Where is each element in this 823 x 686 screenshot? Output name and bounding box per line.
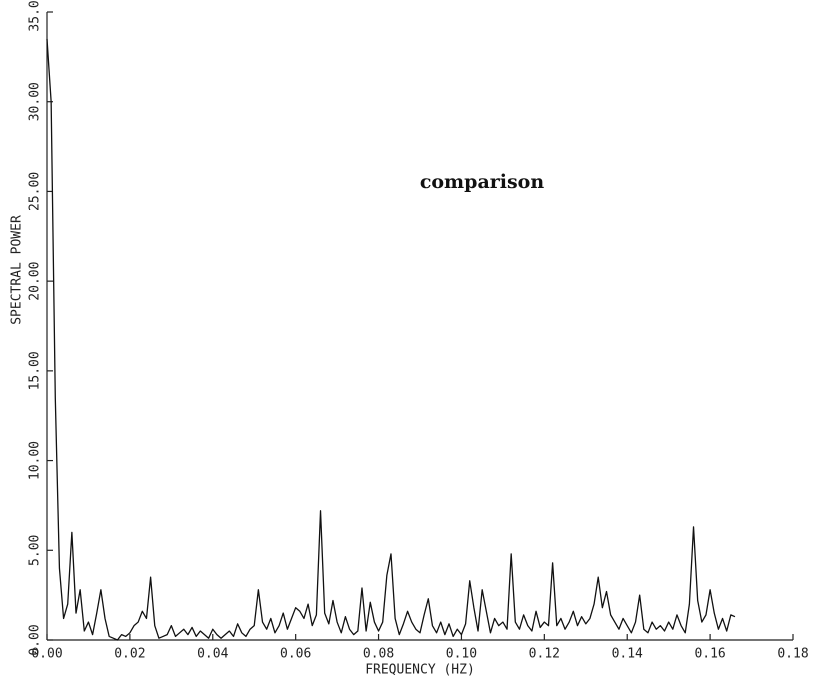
y-tick-label: 0.00	[28, 624, 43, 655]
spectrum-line	[46, 38, 736, 641]
x-tick-label: 0.06	[280, 647, 311, 662]
x-tick-label: 0.14	[612, 647, 643, 662]
x-tick-label: 0.12	[529, 647, 560, 662]
y-tick-label: 30.00	[28, 82, 43, 121]
y-axis-label: SPECTRAL POWER	[10, 215, 25, 325]
x-tick-label: 0.10	[446, 647, 477, 662]
x-tick-label: 0.18	[777, 647, 808, 662]
y-tick-label: 35.00	[28, 0, 43, 32]
y-tick-label: 20.00	[28, 262, 43, 301]
x-tick-label: 0.00	[31, 647, 62, 662]
y-tick-label: 25.00	[28, 172, 43, 211]
x-axis-label: FREQUENCY (HZ)	[365, 663, 475, 678]
chart-title: comparison	[420, 171, 545, 193]
x-tick-label: 0.16	[694, 647, 725, 662]
x-tick-label: 0.04	[197, 647, 228, 662]
y-tick-label: 10.00	[28, 441, 43, 480]
x-tick-label: 0.08	[363, 647, 394, 662]
y-tick-label: 15.00	[28, 351, 43, 390]
y-tick-label: 5.00	[28, 535, 43, 566]
x-tick-label: 0.02	[114, 647, 145, 662]
